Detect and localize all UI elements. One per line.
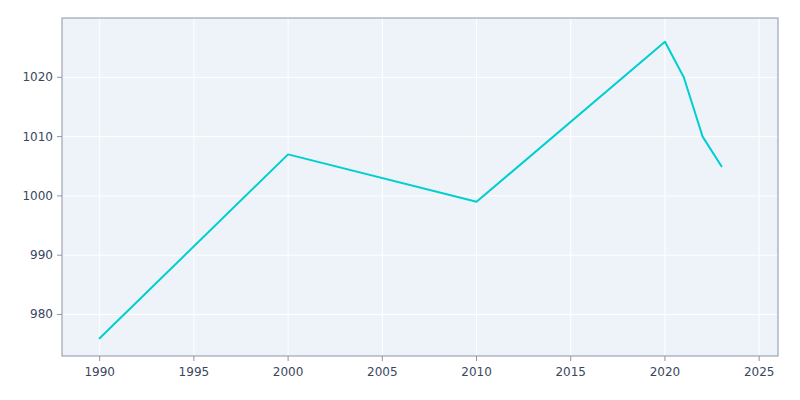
y-grid-line xyxy=(62,255,778,256)
chart-svg: 1990 1995 2000 2005 2010 2015 2020 2025 980 990 10… xyxy=(0,0,800,400)
x-tick xyxy=(759,356,760,361)
plot-background xyxy=(62,18,778,356)
y-grid-line xyxy=(62,136,778,137)
y-tick-label: 1020 xyxy=(22,70,53,84)
x-tick-label: 2000 xyxy=(273,365,304,379)
x-tick xyxy=(382,356,383,361)
x-tick-label: 2010 xyxy=(461,365,492,379)
x-grid-line xyxy=(476,18,477,356)
x-tick xyxy=(193,356,194,361)
y-tick xyxy=(57,255,62,256)
x-tick xyxy=(288,356,289,361)
y-tick xyxy=(57,136,62,137)
y-tick-label: 1010 xyxy=(22,130,53,144)
y-grid-line xyxy=(62,314,778,315)
y-tick-label: 980 xyxy=(30,307,53,321)
grid xyxy=(62,18,778,356)
x-grid-line xyxy=(193,18,194,356)
y-tick xyxy=(57,77,62,78)
line xyxy=(100,42,722,338)
data-layer xyxy=(100,42,722,338)
x-grid-line xyxy=(288,18,289,356)
plot-frame xyxy=(62,18,778,356)
y-tick xyxy=(57,195,62,196)
y-tick-label: 990 xyxy=(30,248,53,262)
x-grid-line xyxy=(570,18,571,356)
y-grid-line xyxy=(62,195,778,196)
chart-container: 1990 1995 2000 2005 2010 2015 2020 2025 980 990 10… xyxy=(0,0,800,400)
x-tick-label: 2025 xyxy=(744,365,775,379)
x-tick-label: 1995 xyxy=(179,365,210,379)
x-grid-line xyxy=(759,18,760,356)
x-tick-label: 2015 xyxy=(555,365,586,379)
x-tick-label: 1990 xyxy=(84,365,115,379)
y-tick xyxy=(57,314,62,315)
x-tick-label: 2020 xyxy=(650,365,681,379)
x-tick xyxy=(99,356,100,361)
y-tick-label: 1000 xyxy=(22,189,53,203)
x-grid-line xyxy=(664,18,665,356)
x-grid-line xyxy=(99,18,100,356)
x-grid-line xyxy=(382,18,383,356)
x-tick xyxy=(664,356,665,361)
x-tick-label: 2005 xyxy=(367,365,398,379)
y-grid-line xyxy=(62,77,778,78)
x-tick xyxy=(570,356,571,361)
x-tick xyxy=(476,356,477,361)
